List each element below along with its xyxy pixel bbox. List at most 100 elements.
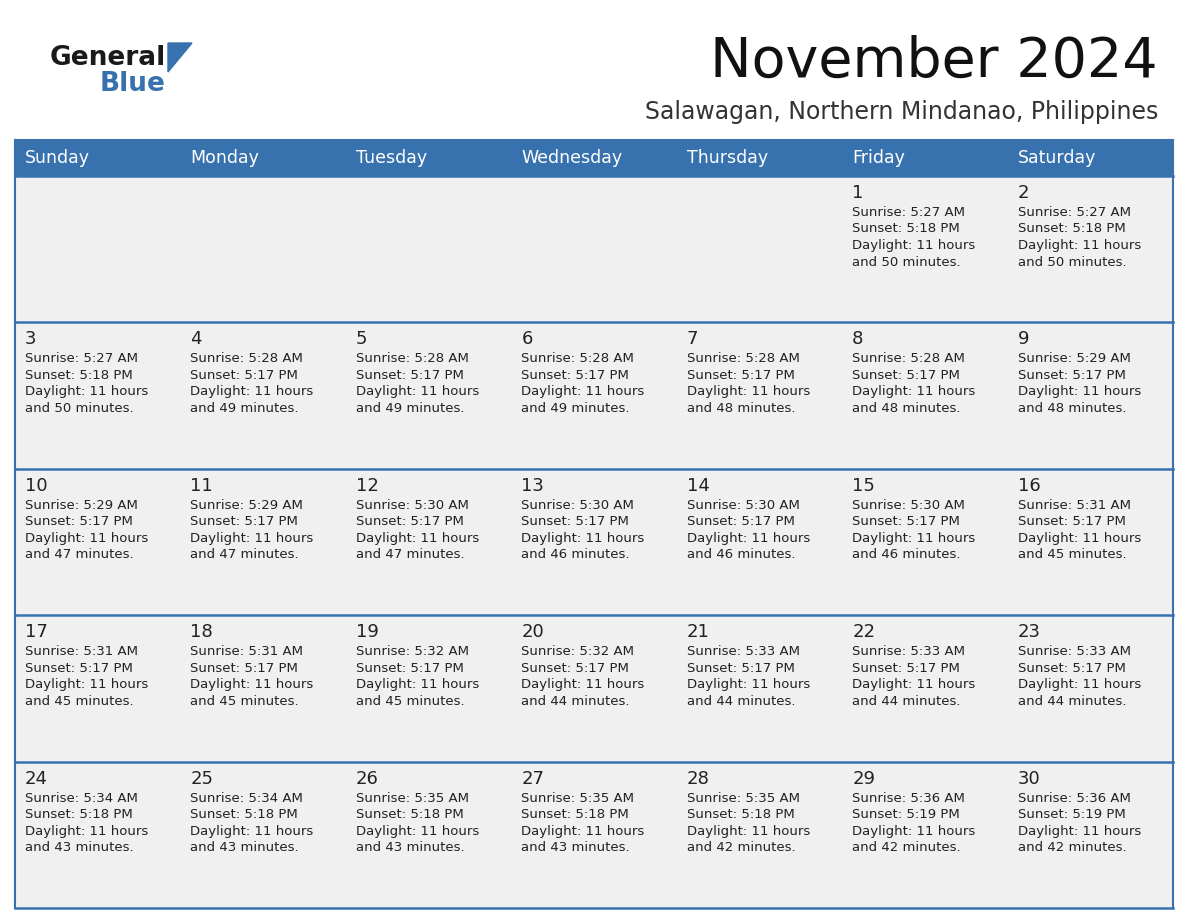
Text: Daylight: 11 hours: Daylight: 11 hours bbox=[852, 239, 975, 252]
Text: and 45 minutes.: and 45 minutes. bbox=[190, 695, 299, 708]
Text: Sunset: 5:17 PM: Sunset: 5:17 PM bbox=[25, 515, 133, 528]
Text: Sunrise: 5:36 AM: Sunrise: 5:36 AM bbox=[852, 791, 965, 804]
Text: Sunrise: 5:33 AM: Sunrise: 5:33 AM bbox=[852, 645, 965, 658]
Text: and 49 minutes.: and 49 minutes. bbox=[522, 402, 630, 415]
Text: Salawagan, Northern Mindanao, Philippines: Salawagan, Northern Mindanao, Philippine… bbox=[645, 100, 1158, 124]
Text: and 50 minutes.: and 50 minutes. bbox=[1018, 255, 1126, 268]
Text: Daylight: 11 hours: Daylight: 11 hours bbox=[25, 386, 148, 398]
Text: Sunrise: 5:28 AM: Sunrise: 5:28 AM bbox=[522, 353, 634, 365]
Text: Sunset: 5:18 PM: Sunset: 5:18 PM bbox=[356, 808, 463, 821]
Text: 26: 26 bbox=[356, 769, 379, 788]
Text: and 45 minutes.: and 45 minutes. bbox=[356, 695, 465, 708]
Text: and 46 minutes.: and 46 minutes. bbox=[687, 548, 795, 561]
Text: Sunset: 5:17 PM: Sunset: 5:17 PM bbox=[522, 515, 630, 528]
Text: 4: 4 bbox=[190, 330, 202, 349]
Text: and 44 minutes.: and 44 minutes. bbox=[522, 695, 630, 708]
Text: Sunrise: 5:32 AM: Sunrise: 5:32 AM bbox=[356, 645, 469, 658]
Text: and 44 minutes.: and 44 minutes. bbox=[687, 695, 795, 708]
Text: and 42 minutes.: and 42 minutes. bbox=[852, 841, 961, 854]
Text: 20: 20 bbox=[522, 623, 544, 641]
Text: 30: 30 bbox=[1018, 769, 1041, 788]
Text: Sunrise: 5:35 AM: Sunrise: 5:35 AM bbox=[356, 791, 469, 804]
Text: Sunset: 5:18 PM: Sunset: 5:18 PM bbox=[190, 808, 298, 821]
Text: Daylight: 11 hours: Daylight: 11 hours bbox=[190, 678, 314, 691]
Text: and 43 minutes.: and 43 minutes. bbox=[25, 841, 133, 854]
Text: and 50 minutes.: and 50 minutes. bbox=[25, 402, 133, 415]
Text: Wednesday: Wednesday bbox=[522, 149, 623, 167]
Text: 25: 25 bbox=[190, 769, 214, 788]
Text: Sunrise: 5:30 AM: Sunrise: 5:30 AM bbox=[852, 498, 965, 512]
Text: and 47 minutes.: and 47 minutes. bbox=[190, 548, 299, 561]
Text: Daylight: 11 hours: Daylight: 11 hours bbox=[356, 678, 479, 691]
Text: Sunset: 5:17 PM: Sunset: 5:17 PM bbox=[522, 662, 630, 675]
Text: Daylight: 11 hours: Daylight: 11 hours bbox=[190, 532, 314, 544]
Text: Sunset: 5:18 PM: Sunset: 5:18 PM bbox=[1018, 222, 1125, 236]
Text: Daylight: 11 hours: Daylight: 11 hours bbox=[356, 824, 479, 837]
Text: 10: 10 bbox=[25, 476, 48, 495]
Text: Sunrise: 5:35 AM: Sunrise: 5:35 AM bbox=[522, 791, 634, 804]
Text: Sunset: 5:17 PM: Sunset: 5:17 PM bbox=[25, 662, 133, 675]
Text: 17: 17 bbox=[25, 623, 48, 641]
Text: Daylight: 11 hours: Daylight: 11 hours bbox=[190, 386, 314, 398]
Text: Sunrise: 5:30 AM: Sunrise: 5:30 AM bbox=[522, 498, 634, 512]
Text: 23: 23 bbox=[1018, 623, 1041, 641]
Text: Sunset: 5:17 PM: Sunset: 5:17 PM bbox=[687, 369, 795, 382]
Text: 15: 15 bbox=[852, 476, 876, 495]
Text: 14: 14 bbox=[687, 476, 709, 495]
Text: Thursday: Thursday bbox=[687, 149, 767, 167]
Text: 18: 18 bbox=[190, 623, 213, 641]
Text: and 49 minutes.: and 49 minutes. bbox=[190, 402, 299, 415]
Text: and 43 minutes.: and 43 minutes. bbox=[190, 841, 299, 854]
Text: Sunset: 5:17 PM: Sunset: 5:17 PM bbox=[852, 515, 960, 528]
Text: 3: 3 bbox=[25, 330, 37, 349]
Text: Sunrise: 5:29 AM: Sunrise: 5:29 AM bbox=[25, 498, 138, 512]
Text: 8: 8 bbox=[852, 330, 864, 349]
Text: Sunrise: 5:31 AM: Sunrise: 5:31 AM bbox=[25, 645, 138, 658]
Text: and 43 minutes.: and 43 minutes. bbox=[522, 841, 630, 854]
Text: 24: 24 bbox=[25, 769, 48, 788]
Text: Sunset: 5:17 PM: Sunset: 5:17 PM bbox=[356, 515, 463, 528]
Text: and 44 minutes.: and 44 minutes. bbox=[852, 695, 961, 708]
Text: Daylight: 11 hours: Daylight: 11 hours bbox=[190, 824, 314, 837]
Text: and 48 minutes.: and 48 minutes. bbox=[1018, 402, 1126, 415]
Text: Sunrise: 5:28 AM: Sunrise: 5:28 AM bbox=[190, 353, 303, 365]
Text: 11: 11 bbox=[190, 476, 213, 495]
Text: Daylight: 11 hours: Daylight: 11 hours bbox=[1018, 824, 1140, 837]
Text: Friday: Friday bbox=[852, 149, 905, 167]
Text: Sunrise: 5:34 AM: Sunrise: 5:34 AM bbox=[190, 791, 303, 804]
Text: Tuesday: Tuesday bbox=[356, 149, 426, 167]
Text: Daylight: 11 hours: Daylight: 11 hours bbox=[852, 678, 975, 691]
Text: Sunset: 5:18 PM: Sunset: 5:18 PM bbox=[25, 369, 133, 382]
Text: Daylight: 11 hours: Daylight: 11 hours bbox=[687, 532, 810, 544]
Text: Sunset: 5:17 PM: Sunset: 5:17 PM bbox=[687, 662, 795, 675]
Text: Daylight: 11 hours: Daylight: 11 hours bbox=[522, 532, 645, 544]
Text: Daylight: 11 hours: Daylight: 11 hours bbox=[687, 678, 810, 691]
Text: Sunset: 5:17 PM: Sunset: 5:17 PM bbox=[1018, 369, 1125, 382]
Text: Sunset: 5:17 PM: Sunset: 5:17 PM bbox=[356, 369, 463, 382]
Text: Sunrise: 5:30 AM: Sunrise: 5:30 AM bbox=[687, 498, 800, 512]
Text: and 45 minutes.: and 45 minutes. bbox=[25, 695, 133, 708]
Text: November 2024: November 2024 bbox=[710, 35, 1158, 89]
Text: Sunrise: 5:35 AM: Sunrise: 5:35 AM bbox=[687, 791, 800, 804]
Text: Sunrise: 5:33 AM: Sunrise: 5:33 AM bbox=[687, 645, 800, 658]
Text: Sunset: 5:19 PM: Sunset: 5:19 PM bbox=[1018, 808, 1125, 821]
Text: Sunrise: 5:28 AM: Sunrise: 5:28 AM bbox=[687, 353, 800, 365]
Text: Daylight: 11 hours: Daylight: 11 hours bbox=[687, 824, 810, 837]
Text: 21: 21 bbox=[687, 623, 709, 641]
Text: and 44 minutes.: and 44 minutes. bbox=[1018, 695, 1126, 708]
Text: Sunset: 5:17 PM: Sunset: 5:17 PM bbox=[1018, 515, 1125, 528]
Text: Sunrise: 5:27 AM: Sunrise: 5:27 AM bbox=[1018, 206, 1131, 219]
Text: and 49 minutes.: and 49 minutes. bbox=[356, 402, 465, 415]
Text: Sunrise: 5:29 AM: Sunrise: 5:29 AM bbox=[190, 498, 303, 512]
Text: and 47 minutes.: and 47 minutes. bbox=[25, 548, 133, 561]
Text: and 42 minutes.: and 42 minutes. bbox=[1018, 841, 1126, 854]
Bar bbox=[15, 140, 1173, 176]
Text: Daylight: 11 hours: Daylight: 11 hours bbox=[687, 386, 810, 398]
Text: and 50 minutes.: and 50 minutes. bbox=[852, 255, 961, 268]
Text: and 48 minutes.: and 48 minutes. bbox=[687, 402, 795, 415]
Text: Daylight: 11 hours: Daylight: 11 hours bbox=[1018, 239, 1140, 252]
Text: 2: 2 bbox=[1018, 184, 1029, 202]
Text: Sunset: 5:17 PM: Sunset: 5:17 PM bbox=[852, 662, 960, 675]
Text: Daylight: 11 hours: Daylight: 11 hours bbox=[1018, 532, 1140, 544]
Text: Sunset: 5:17 PM: Sunset: 5:17 PM bbox=[190, 515, 298, 528]
